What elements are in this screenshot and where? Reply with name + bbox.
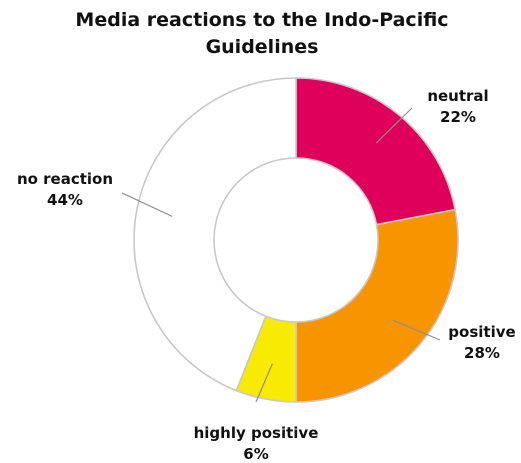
- chart-title-line-1: Media reactions to the Indo-Pacific: [75, 9, 448, 31]
- leader-line-positive: [392, 319, 441, 341]
- leader-line-no-reaction: [121, 192, 173, 217]
- slice-label-neutral: neutral: [427, 87, 488, 105]
- slice-value-neutral: 22%: [440, 108, 476, 126]
- slice-value-positive: 28%: [464, 344, 500, 362]
- chart-title-line-2: Guidelines: [206, 36, 319, 58]
- slice-value-highly-positive: 6%: [243, 445, 268, 463]
- slice-positive: [295, 208, 459, 403]
- slice-labels: neutral 22% positive 28% highly positive 6% no…: [17, 87, 516, 463]
- slice-label-highly-positive: highly positive: [194, 424, 319, 442]
- slice-value-no-reaction: 44%: [47, 191, 83, 209]
- slice-no-reaction: [133, 77, 297, 392]
- leader-line-neutral: [375, 107, 413, 144]
- slice-label-no-reaction: no reaction: [17, 170, 113, 188]
- slice-label-positive: positive: [448, 323, 515, 341]
- leader-line-highly-positive: [255, 363, 273, 403]
- slice-neutral: [295, 77, 457, 226]
- donut-slices: [133, 77, 459, 403]
